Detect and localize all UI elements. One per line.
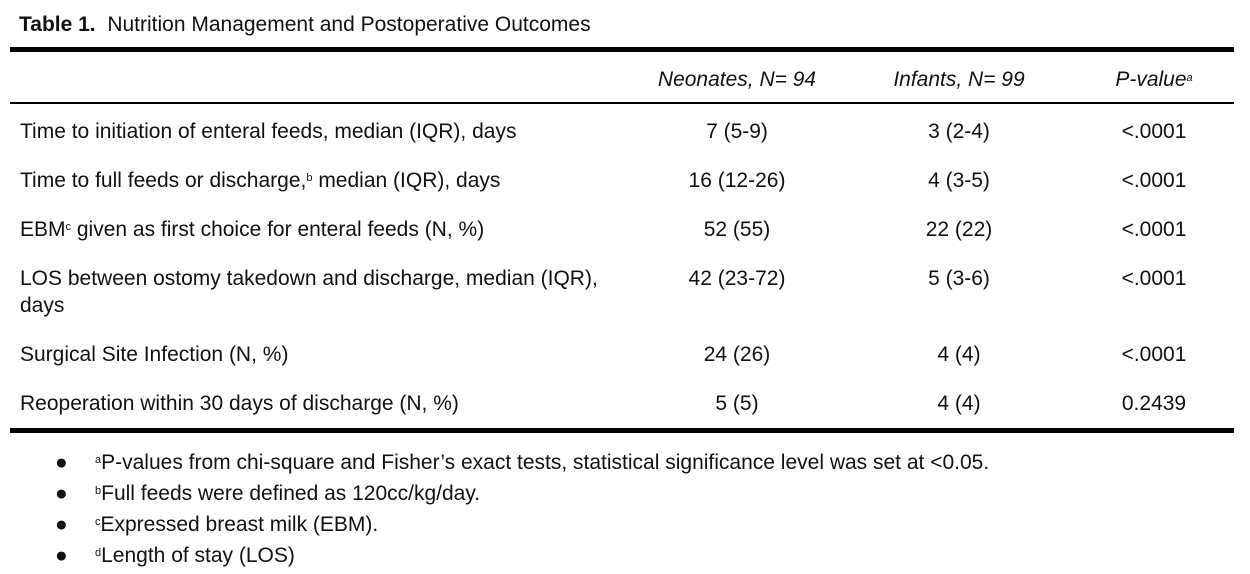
header-pvalue-sup: a xyxy=(1186,72,1193,84)
footnote-text: Length of stay (LOS) xyxy=(101,544,295,567)
cell-neonates: 52 (55) xyxy=(703,218,771,241)
bullet-icon: ● xyxy=(55,482,68,505)
row-label-los: LOS between ostomy takedown and discharg… xyxy=(20,265,615,319)
table-label: Table 1. xyxy=(19,13,96,36)
cell-infants: 4 (4) xyxy=(937,392,981,415)
footnote-sup: d xyxy=(95,547,102,559)
cell-pvalue: 0.2439 xyxy=(1121,392,1187,415)
header-infants: Infants, N= 99 xyxy=(893,68,1025,91)
row-label-text: EBM xyxy=(20,218,66,241)
table-title: Nutrition Management and Postoperative O… xyxy=(107,13,591,36)
row-label-text: LOS between ostomy takedown and discharg… xyxy=(20,267,598,317)
row-label-text: Surgical Site Infection (N, %) xyxy=(20,343,289,366)
row-label-text: Time to full feeds or discharge, xyxy=(20,169,307,192)
bullet-icon: ● xyxy=(55,513,68,536)
row-label-text: Reoperation within 30 days of discharge … xyxy=(20,392,459,415)
cell-neonates: 42 (23-72) xyxy=(688,267,786,290)
row-label-sup: c xyxy=(65,221,72,233)
row-label-enteral-initiation: Time to initiation of enteral feeds, med… xyxy=(20,118,640,145)
cell-infants: 3 (2-4) xyxy=(928,120,990,143)
cell-neonates: 16 (12-26) xyxy=(688,169,786,192)
cell-neonates: 24 (26) xyxy=(703,343,771,366)
cell-infants: 4 (4) xyxy=(937,343,981,366)
row-label-full-feeds: Time to full feeds or discharge,b median… xyxy=(20,167,640,194)
row-label-text-cont: given as first choice for enteral feeds … xyxy=(71,218,485,241)
footnote-item: ● dLength of stay (LOS) xyxy=(55,540,989,571)
footnote-item: ● cExpressed breast milk (EBM). xyxy=(55,509,989,540)
top-rule xyxy=(10,47,1234,52)
footnote-sup: b xyxy=(95,485,102,497)
bottom-rule xyxy=(10,428,1234,433)
bullet-icon: ● xyxy=(55,544,68,567)
footnotes-list: ● aP-values from chi-square and Fisher’s … xyxy=(55,447,989,571)
cell-infants: 22 (22) xyxy=(925,218,993,241)
row-label-reoperation: Reoperation within 30 days of discharge … xyxy=(20,390,640,417)
cell-pvalue: <.0001 xyxy=(1121,218,1187,241)
header-neonates: Neonates, N= 94 xyxy=(657,68,817,91)
row-label-sup: b xyxy=(306,172,313,184)
header-pvalue-label: P-value xyxy=(1115,68,1187,91)
row-label-ssi: Surgical Site Infection (N, %) xyxy=(20,341,640,368)
row-label-ebm: EBMc given as first choice for enteral f… xyxy=(20,216,640,243)
footnote-sup: a xyxy=(95,454,102,466)
cell-pvalue: <.0001 xyxy=(1121,120,1187,143)
footnote-text: P-values from chi-square and Fisher’s ex… xyxy=(101,451,990,474)
cell-infants: 4 (3-5) xyxy=(928,169,990,192)
row-label-text: Time to initiation of enteral feeds, med… xyxy=(20,120,517,143)
footnote-text: Expressed breast milk (EBM). xyxy=(100,513,379,536)
footnote-item: ● aP-values from chi-square and Fisher’s … xyxy=(55,447,989,478)
header-pvalue: P-valuea xyxy=(1054,67,1250,93)
footnote-sup: c xyxy=(95,516,101,528)
footnote-text: Full feeds were defined as 120cc/kg/day. xyxy=(101,482,481,505)
bullet-icon: ● xyxy=(55,451,68,474)
cell-pvalue: <.0001 xyxy=(1121,169,1187,192)
footnote-item: ● bFull feeds were defined as 120cc/kg/da… xyxy=(55,478,989,509)
cell-infants: 5 (3-6) xyxy=(928,267,990,290)
cell-neonates: 7 (5-9) xyxy=(706,120,768,143)
cell-neonates: 5 (5) xyxy=(715,392,759,415)
cell-pvalue: <.0001 xyxy=(1121,267,1187,290)
table-caption: Table 1. Nutrition Management and Postop… xyxy=(19,12,591,38)
cell-pvalue: <.0001 xyxy=(1121,343,1187,366)
header-rule xyxy=(10,102,1234,104)
row-label-text-cont: median (IQR), days xyxy=(312,169,501,192)
